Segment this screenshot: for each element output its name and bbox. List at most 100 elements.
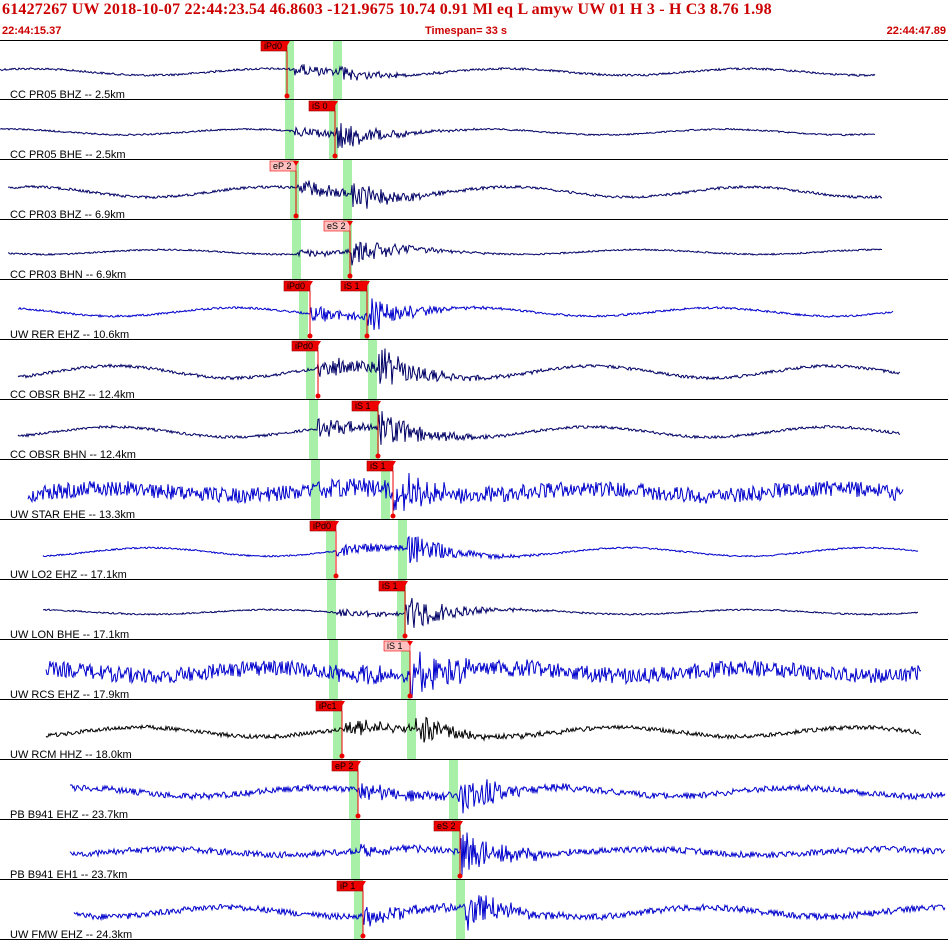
trace-row[interactable]: iPd0 CC PR05 BHZ -- 2.5km	[0, 40, 948, 101]
pick-marker	[457, 821, 463, 826]
trace-row[interactable]: iPd0 CC OBSR BHZ -- 12.4km	[0, 340, 948, 401]
trace-row[interactable]: iPd0 iS 1 UW RER EHZ -- 10.6km	[0, 280, 948, 341]
pick-marker	[364, 281, 370, 286]
pick-window	[349, 760, 358, 820]
pick-marker	[355, 761, 361, 766]
pick-endpoint	[390, 513, 396, 519]
phase-pick[interactable]: iPd0	[260, 40, 290, 99]
channel-label: PB B941 EH1 -- 23.7km	[10, 869, 127, 881]
phase-pick[interactable]: eP 2	[269, 160, 299, 219]
pick-window	[333, 40, 342, 100]
phase-pick[interactable]: iPd0	[309, 520, 339, 579]
phase-pick[interactable]: iPc1	[315, 700, 345, 759]
trace-row[interactable]: eS 2 CC PR03 BHN -- 6.9km	[0, 220, 948, 281]
phase-pick[interactable]: iS 1	[366, 460, 396, 519]
pick-window	[329, 100, 338, 160]
waveform	[69, 832, 946, 875]
pick-window	[452, 820, 461, 880]
waveform	[7, 241, 882, 266]
pick-marker	[375, 401, 381, 406]
waveform	[69, 779, 946, 814]
end-time: 22:44:47.89	[886, 25, 946, 37]
pick-window	[292, 220, 301, 280]
trace-row[interactable]: iS 1 UW RCS EHZ -- 17.9km	[0, 640, 948, 701]
seismogram-panel: iPd0 CC PR05 BHZ -- 2.5km iS 0 CC PR05 BHE …	[0, 40, 948, 940]
phase-pick[interactable]: iPd0	[291, 340, 321, 399]
channel-label: UW STAR EHE -- 13.3km	[10, 509, 135, 521]
phase-pick[interactable]: eS 2	[323, 220, 353, 279]
header-bar: 61427267 UW 2018-10-07 22:44:23.54 46.86…	[0, 0, 948, 40]
trace-row[interactable]: iS 1 CC OBSR BHN -- 12.4km	[0, 400, 948, 461]
phase-pick[interactable]: iS 1	[351, 400, 381, 459]
pick-marker	[390, 461, 396, 466]
channel-label: UW LO2 EHZ -- 17.1km	[10, 569, 127, 581]
pick-endpoint	[407, 693, 413, 699]
phase-pick[interactable]: iS 1	[378, 580, 408, 639]
pick-endpoint	[355, 813, 361, 819]
pick-label: eP 2	[335, 761, 353, 771]
pick-window	[368, 340, 377, 400]
pick-endpoint	[360, 933, 366, 939]
phase-pick[interactable]: iS 0	[308, 100, 338, 159]
pick-label: iPd0	[313, 521, 331, 531]
pick-window	[327, 580, 336, 640]
pick-marker	[407, 641, 413, 646]
pick-window	[299, 280, 308, 340]
pick-marker	[284, 41, 290, 46]
channel-label: CC PR03 BHZ -- 6.9km	[10, 209, 125, 221]
pick-label: iS 0	[312, 101, 328, 111]
waveform	[42, 535, 919, 564]
pick-window	[360, 280, 369, 340]
timespan: Timespan= 33 s	[425, 25, 508, 37]
waveform	[27, 472, 904, 511]
phase-pick[interactable]: iPd0	[283, 280, 313, 339]
pick-window	[343, 160, 352, 220]
waveform	[45, 716, 922, 743]
pick-marker	[402, 581, 408, 586]
phase-pick[interactable]: iP 1	[336, 880, 366, 939]
waveform	[17, 298, 894, 330]
trace-row[interactable]: iS 1 UW STAR EHE -- 13.3km	[0, 460, 948, 521]
pick-window	[285, 100, 294, 160]
pick-label: eP 2	[273, 161, 291, 171]
trace-row[interactable]: iS 1 UW LON BHE -- 17.1km	[0, 580, 948, 641]
pick-endpoint	[293, 213, 299, 219]
channel-label: CC OBSR BHN -- 12.4km	[10, 449, 136, 461]
trace-row[interactable]: iS 0 CC PR05 BHE -- 2.5km	[0, 100, 948, 161]
pick-endpoint	[347, 273, 353, 279]
channel-label: UW RCM HHZ -- 18.0km	[10, 749, 132, 761]
pick-label: iS 1	[382, 581, 398, 591]
channel-label: UW FMW EHZ -- 24.3km	[10, 929, 132, 940]
trace-row[interactable]: eS 2 PB B941 EH1 -- 23.7km	[0, 820, 948, 881]
pick-label: iS 1	[344, 281, 360, 291]
trace-row[interactable]: iPd0 UW LO2 EHZ -- 17.1km	[0, 520, 948, 581]
waveform	[0, 123, 876, 149]
waveform	[0, 63, 876, 81]
trace-row[interactable]: iP 1 UW FMW EHZ -- 24.3km	[0, 880, 948, 940]
pick-window	[401, 640, 410, 700]
trace-row[interactable]: iPc1 UW RCM HHZ -- 18.0km	[0, 700, 948, 761]
phase-pick[interactable]: iS 1	[340, 280, 370, 339]
pick-label: iPd0	[264, 41, 282, 51]
pick-endpoint	[402, 633, 408, 639]
channel-label: CC OBSR BHZ -- 12.4km	[10, 389, 135, 401]
pick-endpoint	[375, 453, 381, 459]
trace-row[interactable]: eP 2 PB B941 EHZ -- 23.7km	[0, 760, 948, 821]
pick-label: iP 1	[340, 881, 355, 891]
waveform	[7, 180, 883, 209]
phase-pick[interactable]: iS 1	[383, 640, 413, 699]
pick-marker	[339, 701, 345, 706]
pick-window	[311, 460, 320, 520]
channel-label: CC PR05 BHE -- 2.5km	[10, 149, 126, 161]
channel-label: UW RER EHZ -- 10.6km	[10, 329, 129, 341]
pick-marker	[360, 881, 366, 886]
channel-label: UW LON BHE -- 17.1km	[10, 629, 129, 641]
pick-label: iPd0	[295, 341, 313, 351]
pick-label: eS 2	[437, 821, 456, 831]
phase-pick[interactable]: eP 2	[331, 760, 361, 819]
pick-endpoint	[307, 333, 313, 339]
pick-marker	[293, 161, 299, 166]
trace-row[interactable]: eP 2 CC PR03 BHZ -- 6.9km	[0, 160, 948, 221]
phase-pick[interactable]: eS 2	[433, 820, 463, 879]
pick-window	[397, 580, 406, 640]
